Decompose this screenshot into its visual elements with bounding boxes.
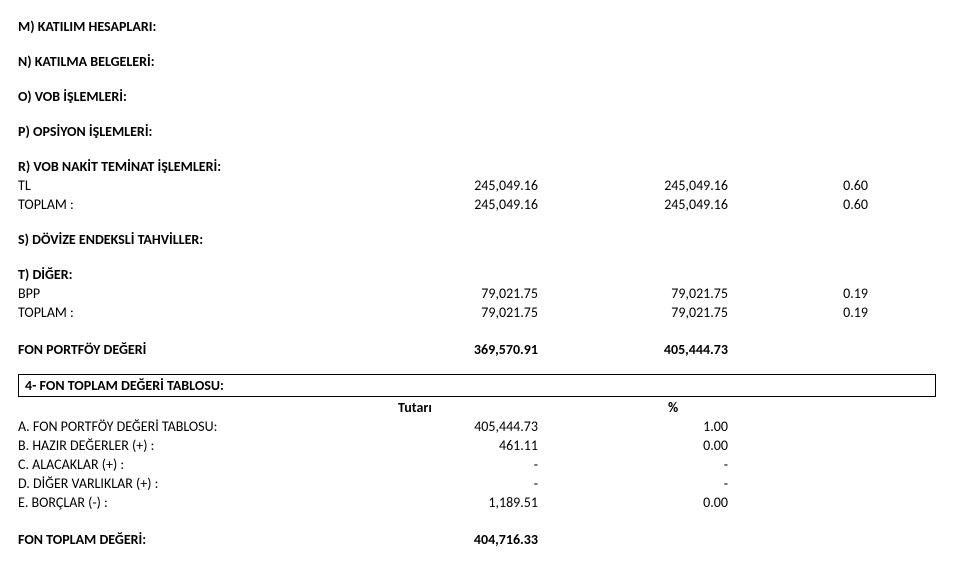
r-row-v3: 0.60 xyxy=(728,196,868,213)
sec4-row-v1: - xyxy=(348,456,538,473)
sec4-row-e: E. BORÇLAR (-) : 1,189.51 0.00 xyxy=(18,494,936,511)
r-row-label: TL xyxy=(18,177,348,194)
r-row-v3: 0.60 xyxy=(728,177,868,194)
sec4-row-v2: - xyxy=(538,475,728,492)
r-row-label: TOPLAM : xyxy=(18,196,348,213)
section4-heading-box: 4- FON TOPLAM DEĞERİ TABLOSU: xyxy=(18,374,936,397)
total-row: FON TOPLAM DEĞERİ: 404,716.33 xyxy=(18,531,936,548)
portfoy-v2: 405,444.73 xyxy=(538,341,728,358)
sec4-row-v2: 1.00 xyxy=(538,418,728,435)
t-row-v2: 79,021.75 xyxy=(538,285,728,302)
sec4-row-v1: 1,189.51 xyxy=(348,494,538,511)
sec4-row-v1: 461.11 xyxy=(348,437,538,454)
sec4-row-label: C. ALACAKLAR (+) : xyxy=(18,456,348,473)
sec4-row-label: E. BORÇLAR (-) : xyxy=(18,494,348,511)
heading-m: M) KATILIM HESAPLARI: xyxy=(18,18,936,35)
r-row-v1: 245,049.16 xyxy=(348,196,538,213)
t-row-v1: 79,021.75 xyxy=(348,304,538,321)
heading-n: N) KATILMA BELGELERİ: xyxy=(18,53,936,70)
t-row-bpp: BPP 79,021.75 79,021.75 0.19 xyxy=(18,285,936,302)
r-row-v2: 245,049.16 xyxy=(538,196,728,213)
t-row-v3: 0.19 xyxy=(728,304,868,321)
sec4-row-a: A. FON PORTFÖY DEĞERİ TABLOSU: 405,444.7… xyxy=(18,418,936,435)
sec4-col-blank xyxy=(18,399,348,416)
sec4-row-v1: - xyxy=(348,475,538,492)
portfoy-label: FON PORTFÖY DEĞERİ xyxy=(18,341,348,358)
t-row-v2: 79,021.75 xyxy=(538,304,728,321)
heading-t: T) DİĞER: xyxy=(18,266,936,283)
sec4-row-c: C. ALACAKLAR (+) : - - xyxy=(18,456,936,473)
sec4-row-label: A. FON PORTFÖY DEĞERİ TABLOSU: xyxy=(18,418,348,435)
portfoy-row: FON PORTFÖY DEĞERİ 369,570.91 405,444.73 xyxy=(18,341,936,358)
sec4-col-tutari: Tutarı xyxy=(348,399,538,416)
r-row-tl: TL 245,049.16 245,049.16 0.60 xyxy=(18,177,936,194)
t-row-label: BPP xyxy=(18,285,348,302)
sec4-row-label: B. HAZIR DEĞERLER (+) : xyxy=(18,437,348,454)
r-row-toplam: TOPLAM : 245,049.16 245,049.16 0.60 xyxy=(18,196,936,213)
heading-s: S) DÖVİZE ENDEKSLİ TAHVİLLER: xyxy=(18,231,936,248)
section4-heading: 4- FON TOPLAM DEĞERİ TABLOSU: xyxy=(25,377,224,394)
heading-p: P) OPSİYON İŞLEMLERİ: xyxy=(18,123,936,140)
document-page: M) KATILIM HESAPLARI: N) KATILMA BELGELE… xyxy=(0,0,960,558)
sec4-row-v2: - xyxy=(538,456,728,473)
sec4-row-label: D. DİĞER VARLIKLAR (+) : xyxy=(18,475,348,492)
sec4-row-v1: 405,444.73 xyxy=(348,418,538,435)
sec4-row-v2: 0.00 xyxy=(538,494,728,511)
sec4-col-pct: % xyxy=(538,399,728,416)
sec4-row-v2: 0.00 xyxy=(538,437,728,454)
t-row-toplam: TOPLAM : 79,021.75 79,021.75 0.19 xyxy=(18,304,936,321)
r-row-v2: 245,049.16 xyxy=(538,177,728,194)
total-label: FON TOPLAM DEĞERİ: xyxy=(18,531,348,548)
heading-r: R) VOB NAKİT TEMİNAT İŞLEMLERİ: xyxy=(18,158,936,175)
t-row-v3: 0.19 xyxy=(728,285,868,302)
portfoy-v1: 369,570.91 xyxy=(348,341,538,358)
sec4-row-d: D. DİĞER VARLIKLAR (+) : - - xyxy=(18,475,936,492)
r-row-v1: 245,049.16 xyxy=(348,177,538,194)
t-row-label: TOPLAM : xyxy=(18,304,348,321)
section4-column-headers: Tutarı % xyxy=(18,399,936,416)
heading-o: O) VOB İŞLEMLERİ: xyxy=(18,88,936,105)
total-v1: 404,716.33 xyxy=(348,531,538,548)
sec4-row-b: B. HAZIR DEĞERLER (+) : 461.11 0.00 xyxy=(18,437,936,454)
t-row-v1: 79,021.75 xyxy=(348,285,538,302)
portfoy-blank xyxy=(728,341,868,358)
